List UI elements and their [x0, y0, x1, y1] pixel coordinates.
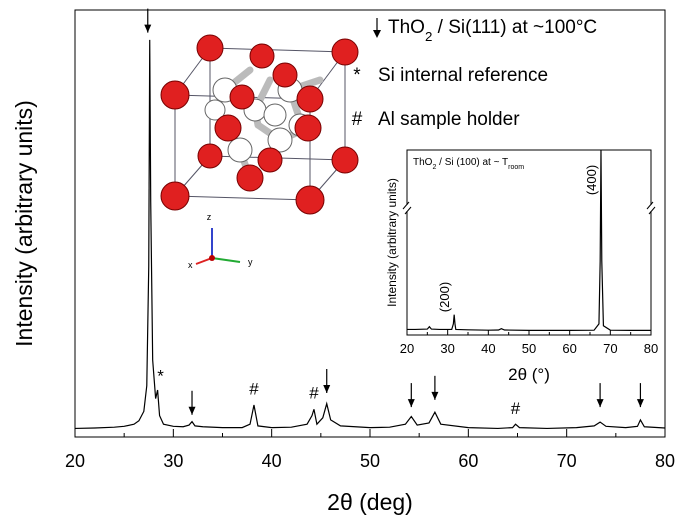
chart-title: ThO2 / Si(111) at ~100°C	[388, 17, 597, 44]
legend-label: Si internal reference	[378, 65, 548, 86]
data-line	[74, 39, 666, 430]
axis-break-gap	[403, 205, 411, 211]
inset-title: ThO2 / Si (100) at ~ Troom	[413, 157, 524, 171]
title-part: ThO	[388, 17, 425, 38]
title-part: 2	[432, 164, 436, 171]
x-tick-label: 80	[655, 451, 675, 471]
peak-arrow-head	[431, 391, 439, 400]
svg-text:y: y	[248, 257, 253, 267]
title-part: / Si(111) at ~100°C	[432, 17, 597, 38]
peak-symbol: #	[249, 379, 259, 398]
peak-arrow-head	[323, 385, 331, 394]
peak-arrow-head	[636, 399, 644, 408]
svg-text:z: z	[207, 212, 212, 222]
peak-symbol: #	[511, 399, 521, 418]
inset-background	[407, 150, 651, 335]
title-part: room	[508, 164, 524, 171]
peak-label: (400)	[584, 165, 599, 195]
x-tick-label: 20	[400, 341, 414, 356]
peak-label: (200)	[437, 282, 452, 312]
axis-break-gap	[647, 205, 655, 211]
data-line	[407, 149, 651, 331]
x-tick-label: 30	[163, 451, 183, 471]
peak-arrow-head	[188, 406, 196, 415]
peak-arrow-head	[596, 399, 604, 408]
x-tick-label: 40	[481, 341, 495, 356]
title-part: ThO	[413, 157, 433, 168]
x-tick-label: 20	[65, 451, 85, 471]
x-tick-label: 80	[644, 341, 658, 356]
y-axis-label: Intensity (arbitrary units)	[11, 100, 37, 347]
title-part: / Si (100) at ~ T	[436, 157, 508, 168]
x-axis-label: 2θ (deg)	[327, 489, 413, 515]
axis-break	[646, 201, 654, 210]
title-arrow-head	[373, 30, 381, 38]
title-part: 2	[425, 29, 432, 44]
legend-label: Al sample holder	[378, 109, 520, 130]
legend-symbol: #	[352, 109, 363, 130]
x-tick-label: 50	[360, 451, 380, 471]
peak-arrow-head	[144, 24, 152, 33]
axis-break	[404, 206, 412, 215]
x-axis-label: 2θ (°)	[508, 365, 550, 384]
axis-break	[402, 201, 410, 210]
peak-symbol: *	[157, 366, 164, 385]
x-tick-label: 50	[522, 341, 536, 356]
y-axis-label: Intensity (arbitrary units)	[385, 178, 399, 307]
peak-symbol: #	[309, 384, 319, 403]
x-tick-label: 70	[603, 341, 617, 356]
legend-symbol: *	[353, 65, 361, 86]
x-tick-label: 70	[557, 451, 577, 471]
crystal-illustration: z y x	[160, 34, 359, 270]
svg-text:x: x	[188, 260, 193, 270]
x-tick-label: 30	[440, 341, 454, 356]
x-tick-label: 40	[262, 451, 282, 471]
axis-break	[648, 206, 656, 215]
peak-arrow-head	[407, 399, 415, 408]
x-tick-label: 60	[562, 341, 576, 356]
x-tick-label: 60	[458, 451, 478, 471]
